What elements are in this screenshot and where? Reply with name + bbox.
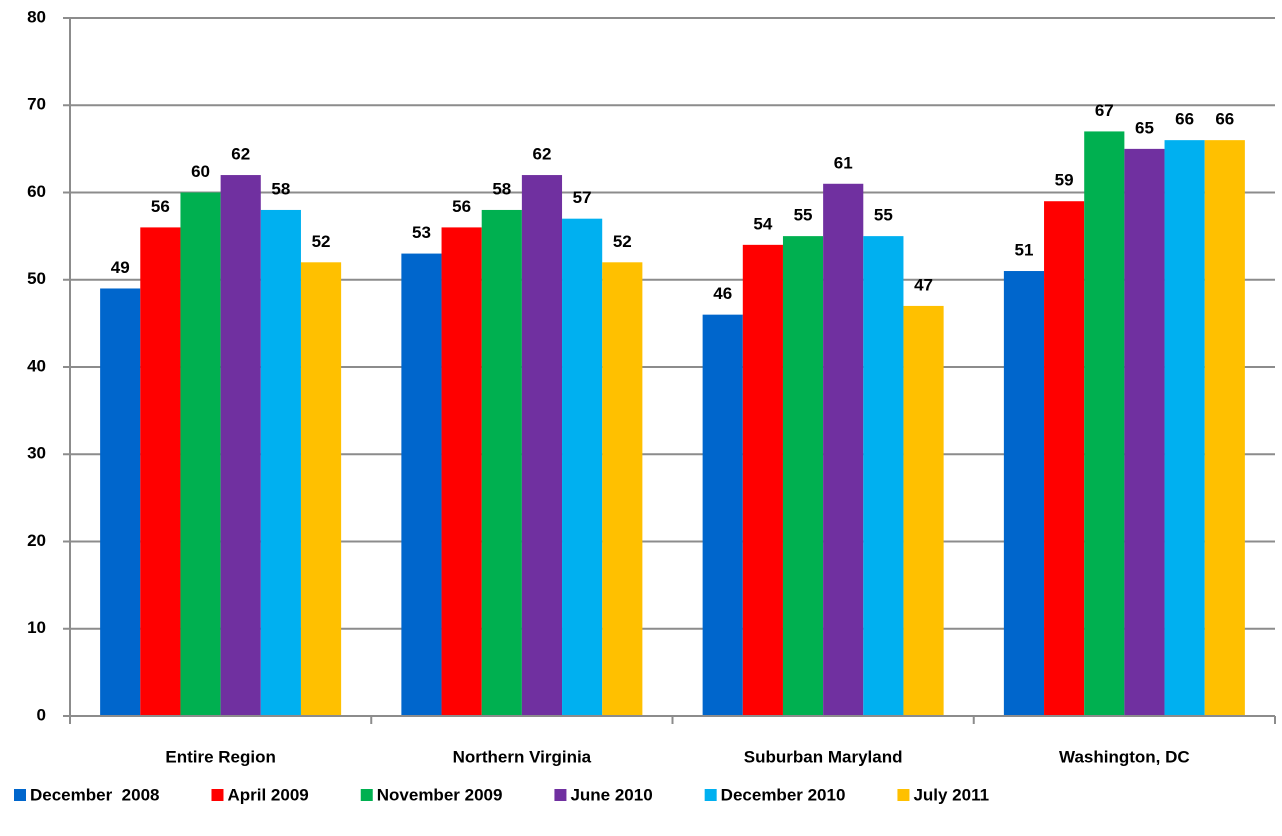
legend-swatch	[704, 789, 717, 801]
bar	[782, 236, 824, 716]
data-label: 58	[492, 179, 511, 198]
y-tick-label: 20	[27, 531, 46, 550]
data-label: 66	[1215, 110, 1234, 129]
bar	[481, 209, 522, 716]
bar	[300, 262, 342, 716]
bar	[140, 227, 181, 716]
data-label: 46	[713, 284, 732, 303]
bar	[521, 175, 563, 717]
bar	[1124, 148, 1165, 716]
bar	[441, 227, 482, 716]
y-tick-label: 50	[27, 269, 46, 288]
bar	[903, 305, 944, 716]
data-label: 51	[1014, 241, 1033, 260]
legend-label: December 2008	[30, 785, 159, 804]
legend-label: December 2010	[721, 785, 846, 804]
data-label: 56	[151, 197, 170, 216]
legend-swatch	[897, 789, 910, 801]
data-label: 52	[613, 232, 632, 251]
bar	[1204, 140, 1245, 716]
bar	[1003, 271, 1045, 716]
x-tick-label: Suburban Maryland	[744, 747, 903, 766]
data-label: 47	[914, 275, 933, 294]
bar	[1044, 201, 1085, 717]
bar	[180, 192, 221, 716]
data-label: 53	[412, 223, 431, 242]
x-tick-label: Entire Region	[165, 747, 276, 766]
bar	[702, 314, 743, 716]
data-label: 58	[271, 179, 290, 198]
data-label: 52	[312, 232, 331, 251]
data-label: 66	[1175, 110, 1194, 129]
bar	[602, 262, 643, 716]
bar	[260, 209, 301, 716]
data-label: 65	[1135, 118, 1154, 137]
x-tick-label: Washington, DC	[1059, 747, 1190, 766]
y-tick-label: 30	[27, 444, 46, 463]
data-label: 54	[753, 214, 772, 233]
bar	[562, 218, 603, 717]
y-tick-label: 10	[27, 618, 46, 637]
bar	[100, 288, 141, 716]
legend-label: April 2009	[227, 785, 308, 804]
y-tick-label: 80	[27, 7, 46, 26]
data-label: 55	[794, 206, 813, 225]
y-tick-label: 40	[27, 356, 46, 375]
legend-swatch	[211, 789, 224, 801]
bar	[220, 175, 261, 717]
data-label: 60	[191, 162, 210, 181]
bar	[823, 183, 864, 716]
legend-swatch	[554, 789, 567, 801]
bar	[1164, 140, 1205, 716]
legend-label: November 2009	[377, 785, 503, 804]
bar	[1084, 131, 1125, 717]
data-label: 62	[231, 145, 250, 164]
y-tick-label: 70	[27, 95, 46, 114]
y-tick-label: 60	[27, 182, 46, 201]
bar	[863, 236, 904, 716]
data-label: 67	[1095, 101, 1114, 120]
legend-label: July 2011	[913, 785, 989, 804]
legend-label: June 2010	[570, 785, 652, 804]
y-tick-label: 0	[37, 705, 46, 724]
x-tick-label: Northern Virginia	[453, 747, 592, 766]
legend-swatch	[360, 789, 373, 801]
data-label: 62	[532, 145, 551, 164]
data-label: 61	[834, 153, 853, 172]
data-label: 56	[452, 197, 471, 216]
bar	[401, 253, 442, 716]
data-label: 49	[111, 258, 130, 277]
legend-swatch	[14, 789, 26, 801]
data-label: 57	[573, 188, 592, 207]
data-label: 55	[874, 206, 893, 225]
data-label: 59	[1055, 171, 1074, 190]
bar	[742, 244, 783, 716]
